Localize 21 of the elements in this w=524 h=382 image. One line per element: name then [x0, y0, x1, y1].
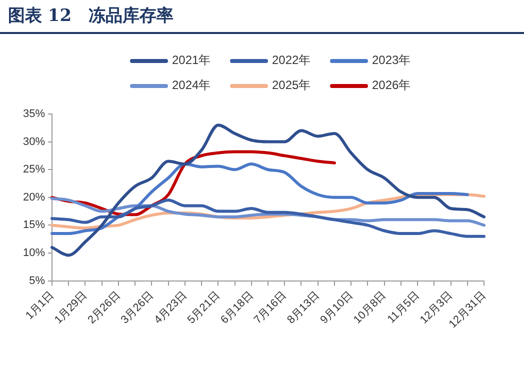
y-tick-label: 15%	[22, 219, 46, 232]
y-tick-label: 5%	[29, 274, 46, 287]
legend-label: 2025年	[272, 77, 311, 94]
legend-label: 2024年	[172, 77, 211, 94]
x-tick-label: 3月26日	[118, 289, 156, 326]
legend-label: 2026年	[372, 77, 411, 94]
x-tick-label: 5月21日	[185, 289, 222, 326]
legend-label: 2021年	[172, 52, 211, 69]
y-tick-label: 10%	[22, 247, 46, 260]
line-series	[50, 198, 486, 238]
legend-label: 2023年	[372, 52, 411, 69]
y-tick-label: 25%	[22, 164, 46, 176]
line-series	[50, 124, 486, 257]
y-tick-label: 20%	[22, 191, 46, 204]
chart-title: 图表 12 冻品库存率	[8, 5, 174, 27]
y-tick-label: 35%	[22, 108, 46, 120]
x-tick-label: 7月16日	[252, 289, 289, 326]
y-tick-label: 30%	[22, 136, 46, 148]
line-series	[50, 162, 469, 236]
legend-label: 2022年	[272, 52, 311, 69]
x-tick-label: 1月1日	[24, 289, 56, 322]
